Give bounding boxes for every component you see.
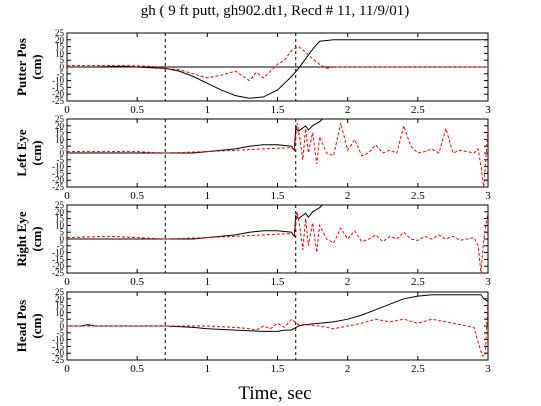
y-tick-label: 15 xyxy=(55,42,65,52)
y-tick-label: 5 xyxy=(60,227,65,237)
y-axis-label: Putter Pos xyxy=(14,38,29,96)
x-tick-label: 2.5 xyxy=(411,276,425,288)
y-tick-label: -20 xyxy=(52,175,64,185)
x-tick-label: 3 xyxy=(485,276,491,288)
series-solid-line xyxy=(67,205,323,240)
y-tick-label: -10 xyxy=(52,248,64,258)
x-tick-label: 0.5 xyxy=(130,276,144,288)
y-tick-label: 0 xyxy=(60,148,65,158)
figure-title: gh ( 9 ft putt, gh902.dt1, Recd # 11, 11… xyxy=(141,3,409,19)
x-tick-label: 1 xyxy=(205,363,211,375)
x-tick-label: 1.5 xyxy=(271,104,285,116)
y-axis-label: (cm) xyxy=(29,54,44,79)
series-dashed-line xyxy=(67,211,488,273)
y-tick-label: -10 xyxy=(52,76,64,86)
series-dashed-line xyxy=(67,45,488,82)
y-tick-label: -15 xyxy=(52,82,64,92)
y-axis-label: Left Eye xyxy=(14,129,29,177)
y-tick-label: -5 xyxy=(57,155,65,165)
x-tick-label: 1.5 xyxy=(271,363,285,375)
y-tick-label: 20 xyxy=(55,207,65,217)
y-tick-label: -5 xyxy=(57,241,65,251)
y-tick-label: 10 xyxy=(55,220,65,230)
y-tick-label: 25 xyxy=(55,200,65,210)
x-tick-label: 1 xyxy=(205,276,211,288)
panel-data xyxy=(67,205,488,273)
y-tick-label: 5 xyxy=(60,55,65,65)
y-tick-label: 20 xyxy=(55,294,65,304)
series-dashed-line xyxy=(67,122,488,187)
y-tick-label: -15 xyxy=(52,341,64,351)
y-axis-label: Right Eye xyxy=(14,211,29,266)
y-tick-label: 15 xyxy=(55,214,65,224)
y-tick-label: 0 xyxy=(60,321,65,331)
y-tick-label: -15 xyxy=(52,254,64,264)
y-tick-label: 15 xyxy=(55,128,65,138)
y-axis-label: (cm) xyxy=(29,226,44,251)
x-tick-label: 0 xyxy=(64,276,70,288)
x-tick-label: 2.5 xyxy=(411,190,425,202)
panel-data xyxy=(67,292,488,360)
x-tick-label: 0.5 xyxy=(130,363,144,375)
y-tick-label: 0 xyxy=(60,62,65,72)
x-axis-label: Time, sec xyxy=(238,383,311,404)
x-tick-label: 0 xyxy=(64,190,70,202)
series-dashed-line xyxy=(67,298,488,357)
x-tick-label: 1.5 xyxy=(271,190,285,202)
y-tick-label: -20 xyxy=(52,89,64,99)
y-tick-label: 25 xyxy=(55,287,65,297)
y-tick-label: 20 xyxy=(55,35,65,45)
x-tick-label: 0 xyxy=(64,363,70,375)
x-tick-label: 2 xyxy=(345,104,351,116)
x-tick-label: 3 xyxy=(485,190,491,202)
x-tick-label: 0 xyxy=(64,104,70,116)
y-axis-label: (cm) xyxy=(29,140,44,165)
y-tick-label: -10 xyxy=(52,162,64,172)
y-tick-label: 0 xyxy=(60,234,65,244)
y-tick-label: -15 xyxy=(52,168,64,178)
y-tick-label: -10 xyxy=(52,335,64,345)
y-axis-label: (cm) xyxy=(29,313,44,338)
y-tick-label: -25 xyxy=(52,355,64,365)
x-tick-label: 2.5 xyxy=(411,363,425,375)
y-axis-label: Head Pos xyxy=(14,300,29,352)
x-tick-label: 3 xyxy=(485,104,491,116)
y-tick-label: 25 xyxy=(55,114,65,124)
series-solid-line xyxy=(67,39,488,99)
x-tick-label: 1 xyxy=(205,190,211,202)
y-tick-label: 5 xyxy=(60,141,65,151)
y-tick-label: -25 xyxy=(52,182,64,192)
y-tick-label: 10 xyxy=(55,307,65,317)
y-tick-label: -25 xyxy=(52,96,64,106)
panel-data xyxy=(67,33,488,101)
y-tick-label: -20 xyxy=(52,261,64,271)
y-tick-label: 10 xyxy=(55,134,65,144)
y-tick-label: -20 xyxy=(52,348,64,358)
y-tick-label: -5 xyxy=(57,328,65,338)
series-solid-line xyxy=(67,119,323,154)
y-tick-label: -5 xyxy=(57,69,65,79)
x-tick-label: 3 xyxy=(485,363,491,375)
x-tick-label: 1.5 xyxy=(271,276,285,288)
y-tick-label: 10 xyxy=(55,48,65,58)
x-tick-label: 2 xyxy=(345,276,351,288)
y-tick-label: -25 xyxy=(52,268,64,278)
x-tick-label: 0.5 xyxy=(130,104,144,116)
y-tick-label: 15 xyxy=(55,301,65,311)
x-tick-label: 2 xyxy=(345,363,351,375)
y-tick-label: 25 xyxy=(55,28,65,38)
y-tick-label: 5 xyxy=(60,314,65,324)
panel-data xyxy=(67,119,488,187)
x-tick-label: 1 xyxy=(205,104,211,116)
x-tick-label: 2 xyxy=(345,190,351,202)
x-tick-label: 0.5 xyxy=(130,190,144,202)
y-tick-label: 20 xyxy=(55,121,65,131)
x-tick-label: 2.5 xyxy=(411,104,425,116)
